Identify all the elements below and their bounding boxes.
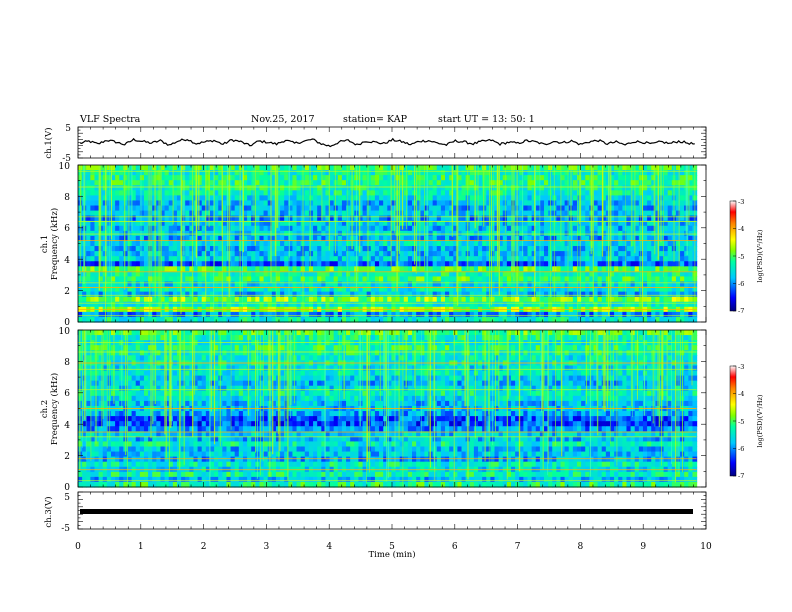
cb2-tick-m3: -3	[738, 363, 744, 371]
ch3-wave-ylabel: ch.3(V)	[43, 496, 54, 527]
ch1-freq-ylabel: Frequency (kHz)	[49, 208, 60, 280]
header-start-time: start UT = 13: 50: 1	[438, 114, 535, 125]
ch2-ytick-4: 4	[64, 421, 70, 431]
cb2-tick-m5: -5	[738, 418, 744, 426]
cb2-tick-m7: -7	[738, 472, 744, 480]
cb2-label: log(PSD)(V²/Hz)	[756, 394, 764, 447]
ch1-ytick-top: 5	[65, 124, 71, 134]
ch1-ytick-4: 4	[64, 256, 70, 266]
x-tick-4: 4	[326, 542, 332, 552]
ch3-ytick-bottom: -5	[61, 524, 70, 534]
cb2-tick-m4: -4	[738, 390, 744, 398]
x-tick-6: 6	[452, 542, 458, 552]
x-tick-5: 5	[389, 542, 395, 552]
ch2-spectrogram-panel: 0 2 4 6 8 10 ch.2 Frequency (kHz) -3 -4 …	[40, 327, 764, 493]
ch1-ytick-0: 0	[64, 318, 70, 328]
x-tick-7: 7	[515, 542, 521, 552]
ch1-ytick-8: 8	[64, 193, 70, 203]
ch2-ytick-10: 10	[59, 327, 71, 337]
cb1-tick-m5: -5	[738, 253, 744, 261]
ch1-spec-ylabel: ch.1	[40, 235, 50, 253]
x-tick-8: 8	[578, 542, 584, 552]
ch2-freq-ylabel: Frequency (kHz)	[49, 373, 60, 445]
ch2-ytick-8: 8	[64, 358, 70, 368]
cb2-tick-m6: -6	[738, 445, 744, 453]
cb1-tick-m3: -3	[738, 198, 744, 206]
ch2-ytick-0: 0	[64, 483, 70, 493]
header-date: Nov.25, 2017	[251, 114, 315, 125]
ch3-ytick-top: 5	[64, 493, 70, 503]
ch1-waveform-panel: 5 -5 ch.1(V)	[43, 124, 707, 164]
x-tick-0: 0	[75, 542, 81, 552]
x-tick-3: 3	[264, 542, 270, 552]
x-tick-labels: 0 1 2 3 4 5 6 7 8 9 10	[75, 542, 712, 552]
x-tick-2: 2	[201, 542, 207, 552]
cb1-tick-m4: -4	[738, 225, 744, 233]
chart-title: VLF Spectra	[79, 114, 141, 125]
ch1-ytick-2: 2	[64, 287, 70, 297]
x-tick-1: 1	[138, 542, 144, 552]
x-axis-label: Time (min)	[368, 549, 415, 560]
ch1-waveform-line	[79, 137, 695, 148]
ch3-waveform-line	[80, 509, 693, 514]
cb1-tick-m6: -6	[738, 280, 744, 288]
cb1-label: log(PSD)(V²/Hz)	[756, 229, 764, 282]
ch3-waveform-panel: 5 -5 ch.3(V)	[43, 491, 707, 534]
ch1-ytick-10: 10	[59, 162, 71, 172]
ch2-ytick-2: 2	[64, 452, 70, 462]
ch1-ytick-6: 6	[64, 224, 70, 234]
cb1-tick-m7: -7	[738, 307, 744, 315]
header-station: station= KAP	[343, 114, 408, 125]
ch1-ytick-bottom: -5	[62, 154, 71, 164]
ch2-spec-ylabel: ch.2	[40, 400, 50, 418]
x-tick-9: 9	[640, 542, 646, 552]
ch1-spectrogram-panel: 0 2 4 6 8 10 ch.1 Frequency (kHz) -3 -4 …	[40, 162, 764, 328]
ch2-ytick-6: 6	[64, 389, 70, 399]
ch1-wave-ylabel: ch.1(V)	[43, 127, 54, 158]
x-tick-10: 10	[700, 542, 712, 552]
